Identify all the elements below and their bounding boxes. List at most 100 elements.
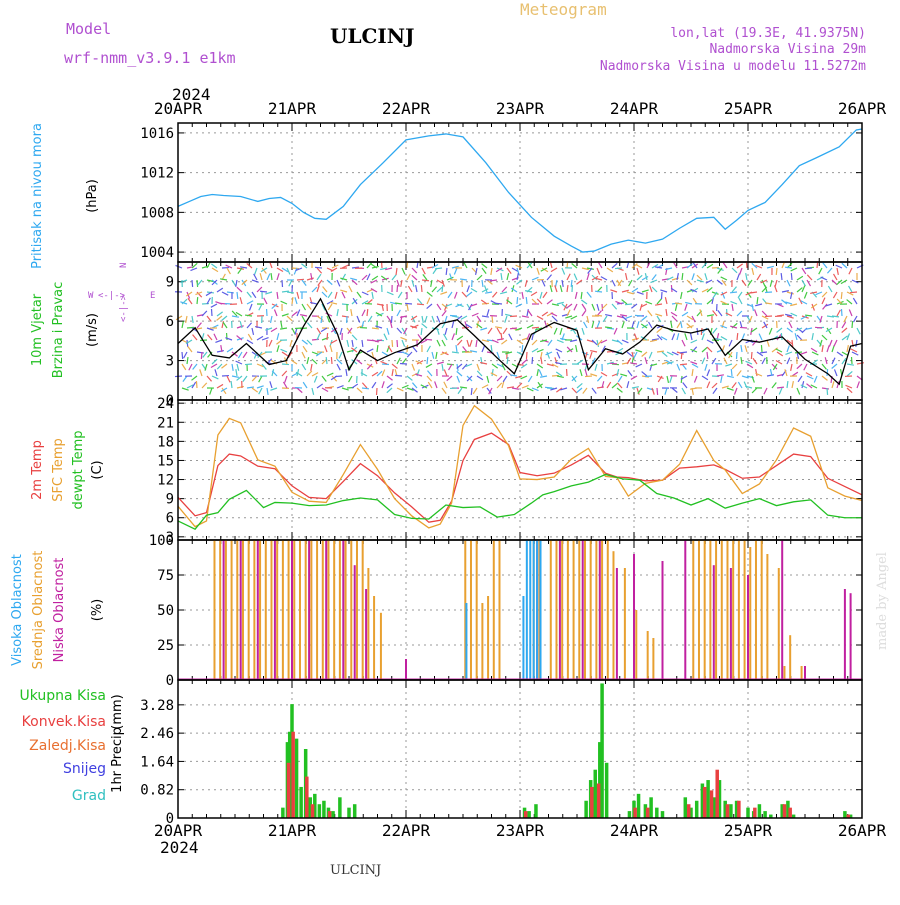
wind-arrow: [765, 292, 772, 293]
y-tick-label: 21: [157, 415, 174, 431]
bar: [755, 540, 757, 680]
wind-arrow: [271, 273, 272, 280]
wind-arrow: [837, 268, 838, 275]
wind-arrow: [346, 369, 347, 376]
wind-arrow: [537, 369, 538, 376]
wind-arrow: [342, 316, 349, 317]
wind-arrow: [775, 280, 777, 287]
wind-arrow: [237, 287, 242, 292]
wind-arrow: [592, 321, 594, 328]
bar: [582, 540, 584, 680]
precip-unit: (mm): [110, 694, 125, 729]
wind-arrow: [632, 263, 637, 268]
wind-arrow: [377, 345, 378, 352]
wind-arrow: [446, 268, 447, 275]
wind-arrow: [312, 373, 318, 376]
wind-arrow: [802, 280, 805, 286]
wind-arrow: [427, 346, 430, 352]
bar: [850, 593, 852, 680]
bottom-date-label: 21APR: [268, 821, 317, 840]
wind-arrow: [697, 275, 702, 280]
wind-arrow: [232, 364, 233, 371]
cloud-label-high: Visoka Oblacnost: [10, 554, 25, 666]
bar: [373, 596, 375, 680]
wind-arrow: [482, 280, 483, 287]
wind-arrow: [375, 326, 382, 328]
wind-arrow: [610, 363, 617, 364]
wind-arrow: [222, 316, 227, 320]
wind-arrow: [787, 292, 794, 294]
wind-arrow: [805, 268, 812, 269]
wind-arrow: [832, 381, 834, 388]
wind-arrow: [509, 334, 512, 340]
wind-arrow: [649, 352, 652, 358]
wind-arrow: [259, 388, 262, 394]
wind-arrow: [362, 321, 364, 328]
wind-arrow: [387, 328, 389, 335]
wind-arrow: [188, 298, 192, 304]
cloud-unit: (%): [90, 599, 105, 622]
bar: [746, 808, 750, 818]
compass-east: E: [150, 291, 155, 301]
bar: [282, 540, 284, 680]
year-bottom: 2024: [160, 838, 199, 857]
wind-arrow: [507, 273, 509, 280]
wind-arrow: [707, 382, 710, 388]
bar: [522, 596, 524, 680]
wind-arrow: [260, 273, 262, 280]
bar: [287, 763, 291, 818]
model-altitude-label: Nadmorska Visina u modelu 11.5272m: [600, 59, 866, 74]
wind-arrow: [426, 364, 432, 367]
wind-arrow: [682, 388, 685, 394]
wind-arrow: [823, 263, 827, 268]
wind-arrow: [522, 316, 529, 317]
wind-arrow: [757, 274, 761, 280]
wind-arrow: [797, 288, 802, 292]
wind-arrow: [804, 364, 807, 370]
wind-arrow: [760, 352, 767, 353]
wind-arrow: [822, 335, 827, 340]
wind-arrow: [217, 316, 222, 320]
y-tick-label: 3.28: [140, 698, 174, 714]
precip-legend-convective: Konvek.Kisa: [22, 714, 106, 730]
wind-arrow: [327, 333, 328, 340]
bar: [758, 804, 762, 818]
bar: [291, 732, 295, 818]
wind-arrow: [834, 340, 837, 346]
wind-arrow: [362, 310, 365, 316]
bar: [561, 540, 563, 680]
wind-arrow: [432, 352, 434, 359]
bar: [593, 770, 597, 818]
wind-arrow: [238, 352, 242, 358]
wind-arrow: [787, 316, 794, 318]
wind-arrow: [397, 328, 402, 333]
wind-arrow: [318, 280, 322, 286]
bar: [595, 540, 597, 680]
wind-arrow: [702, 333, 704, 340]
wind-arrow: [797, 276, 803, 280]
wind-arrow: [407, 304, 408, 311]
bar: [470, 540, 472, 680]
wind-arrow: [690, 362, 697, 364]
wind-arrow: [352, 280, 357, 285]
wind-arrow: [317, 285, 319, 292]
wind-arrow: [757, 297, 758, 304]
bar: [265, 540, 267, 680]
wind-arrow: [842, 322, 846, 328]
wind-arrow: [755, 304, 762, 306]
wind-arrow: [260, 291, 267, 292]
wind-arrow: [317, 274, 321, 280]
bar: [534, 804, 538, 818]
wind-arrow: [560, 285, 562, 292]
wind-arrow: [437, 287, 442, 292]
wind-arrow: [460, 279, 467, 280]
wind-arrow: [662, 352, 667, 357]
wind-arrow: [828, 286, 832, 292]
wind-arrow: [303, 346, 307, 352]
wind-arrow: [503, 376, 507, 382]
wind-arrow: [245, 364, 252, 365]
wind-arrow: [191, 268, 197, 271]
wind-arrow: [510, 328, 517, 329]
wind-arrow: [408, 286, 412, 292]
wind-arrow: [841, 292, 842, 299]
